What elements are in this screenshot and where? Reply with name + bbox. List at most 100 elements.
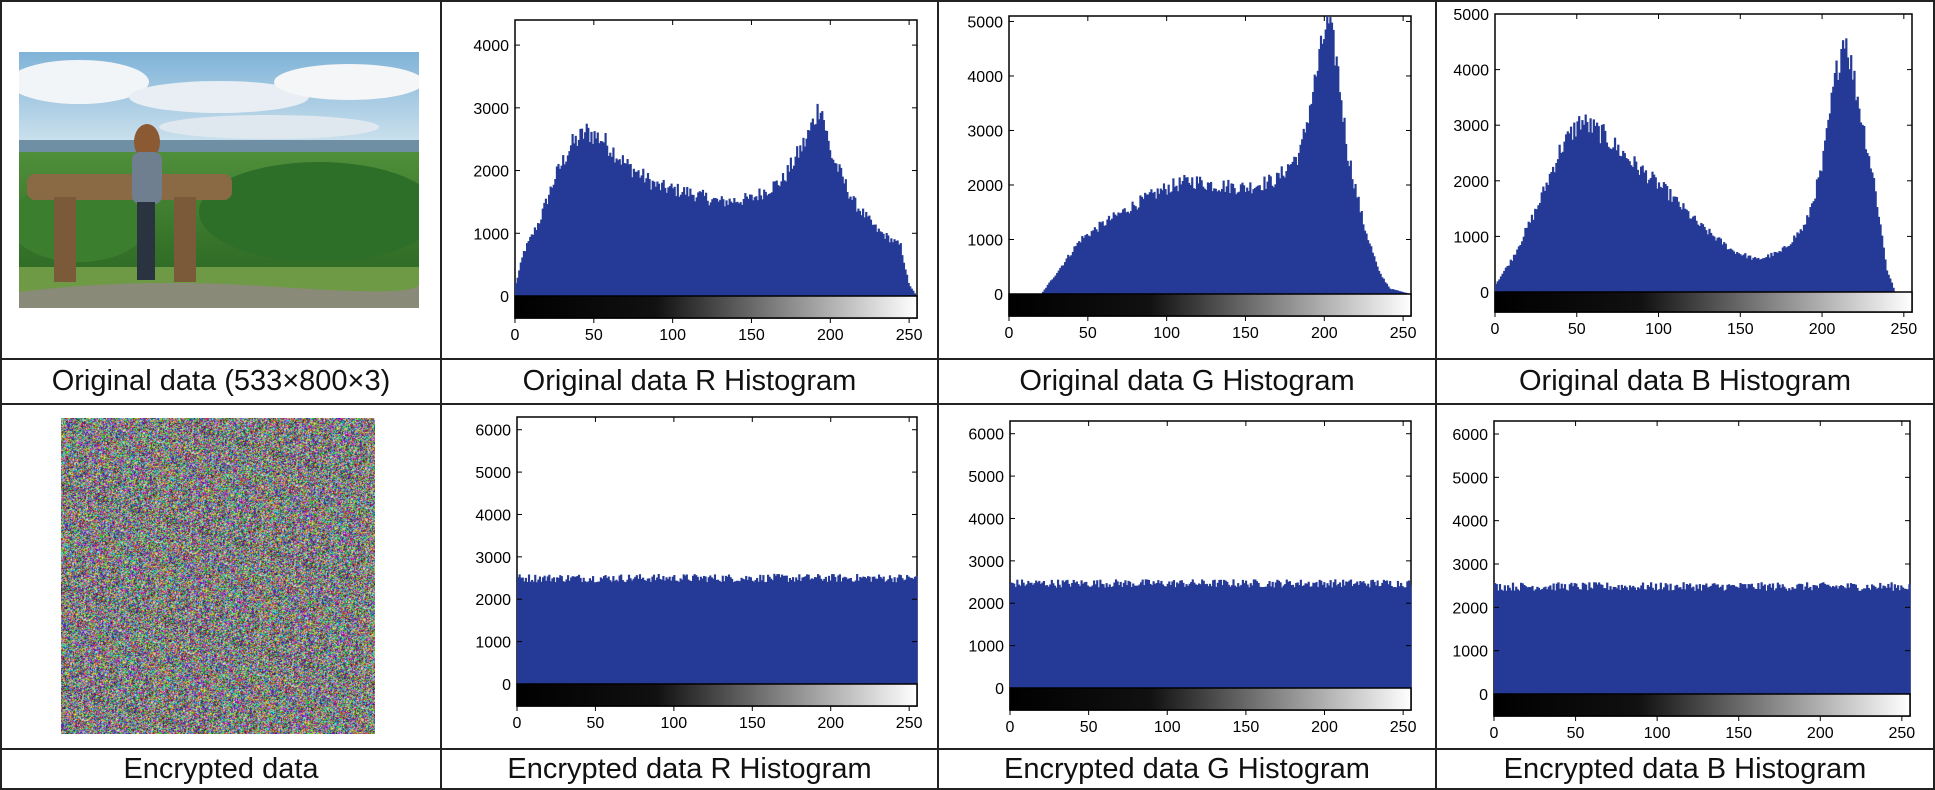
histogram-bar xyxy=(882,576,885,684)
histogram-bar xyxy=(651,180,654,296)
histogram-bar xyxy=(717,201,720,296)
histogram-bar xyxy=(604,132,607,296)
histogram-bar xyxy=(1257,185,1260,294)
histogram-bar xyxy=(1401,586,1404,688)
histogram-bar xyxy=(1117,212,1120,294)
histogram-bar xyxy=(715,579,718,684)
histogram-bar xyxy=(524,577,527,684)
histogram-bar xyxy=(555,166,558,296)
histogram-bar xyxy=(1683,208,1687,292)
histogram-bar xyxy=(1043,289,1046,294)
histogram-bar xyxy=(538,223,541,296)
histogram-bar xyxy=(822,120,825,297)
histogram-bar xyxy=(733,198,736,296)
grid-line-v1 xyxy=(440,0,442,790)
histogram-bar xyxy=(1788,245,1791,292)
y-tick-label: 1000 xyxy=(968,639,1004,656)
histogram-bar xyxy=(1721,244,1724,292)
histogram-bar xyxy=(890,238,893,296)
histogram-bar xyxy=(1152,581,1155,688)
histogram-bar xyxy=(1093,580,1096,688)
histogram-bar xyxy=(1508,265,1511,292)
x-tick-label: 200 xyxy=(1809,321,1836,338)
histogram-bar xyxy=(1554,590,1557,694)
histogram-bar xyxy=(1239,184,1243,294)
histogram-bar xyxy=(527,574,531,684)
histogram-bar xyxy=(618,575,621,684)
histogram-bar xyxy=(1622,588,1625,694)
histogram-bar xyxy=(615,579,618,684)
histogram-bar xyxy=(1053,585,1057,688)
histogram-bar xyxy=(540,581,543,684)
histogram-bar xyxy=(1345,581,1348,688)
histogram-bar xyxy=(1031,584,1035,688)
histogram-bar xyxy=(795,577,798,684)
histogram-bar xyxy=(720,196,723,296)
histogram-bar xyxy=(735,580,738,684)
histogram-bar xyxy=(794,156,797,296)
histogram-bar xyxy=(1908,584,1911,694)
histogram-bar xyxy=(1679,207,1682,292)
histogram-bar xyxy=(1812,201,1815,292)
histogram-bar xyxy=(657,574,660,684)
histogram-bar xyxy=(1714,240,1718,292)
histogram-bar xyxy=(579,128,582,296)
histogram-bar xyxy=(1315,76,1318,294)
histogram-bar xyxy=(1326,583,1329,688)
histogram-bar xyxy=(780,181,783,296)
histogram-bar xyxy=(1876,207,1879,292)
histogram-bar xyxy=(1814,198,1817,292)
histogram-bar xyxy=(1307,581,1310,688)
histogram-bar xyxy=(1249,583,1252,688)
histogram-bar xyxy=(1815,179,1819,292)
histogram-bar xyxy=(753,197,756,296)
histogram-bar xyxy=(892,582,895,684)
histogram-bar xyxy=(688,580,692,684)
histogram-bar xyxy=(1762,585,1765,694)
histogram-bar xyxy=(701,578,704,684)
histogram-bar xyxy=(840,167,843,296)
histogram-bar xyxy=(1780,251,1783,292)
histogram-bar xyxy=(1561,151,1565,292)
x-tick-label: 50 xyxy=(587,715,605,732)
histogram-bar xyxy=(857,208,860,296)
histogram-bar xyxy=(1848,69,1851,292)
histogram-bar xyxy=(1687,584,1690,694)
histogram-bar xyxy=(1382,278,1385,294)
histogram-bar xyxy=(1776,582,1779,694)
histogram-bar xyxy=(1042,580,1046,688)
histogram-bar xyxy=(718,580,721,684)
histogram-bar xyxy=(806,574,809,684)
histogram-bar xyxy=(588,142,591,296)
histogram-bar xyxy=(1542,587,1545,694)
histogram-bar xyxy=(1112,212,1115,294)
histogram-bar xyxy=(1701,224,1705,292)
histogram-bar xyxy=(1628,161,1631,292)
histogram-bar xyxy=(1887,274,1890,292)
histogram-bar xyxy=(1240,584,1243,688)
histogram-bar xyxy=(1010,582,1013,688)
histogram-bar xyxy=(525,243,529,296)
histogram-bar xyxy=(888,575,892,684)
x-tick-label: 50 xyxy=(585,327,603,344)
histogram-bar xyxy=(1061,580,1064,688)
histogram-bar xyxy=(1211,191,1214,294)
caption-encrypted-r: Encrypted data R Histogram xyxy=(507,752,872,785)
histogram-bar xyxy=(1565,589,1568,694)
histogram-bar xyxy=(681,191,684,296)
histogram-bar xyxy=(552,577,556,684)
photo-person-legs xyxy=(137,202,155,280)
histogram-bar xyxy=(1727,249,1731,292)
histogram-bar xyxy=(1352,188,1356,294)
histogram-bar xyxy=(1529,222,1532,292)
histogram-bar xyxy=(645,581,648,684)
histogram-bar xyxy=(1809,586,1812,694)
histogram-bar xyxy=(1164,189,1167,294)
histogram-bar xyxy=(1266,583,1270,688)
histogram-bar xyxy=(656,181,659,296)
histogram-bar xyxy=(812,579,815,684)
histogram-bar xyxy=(802,577,806,684)
histogram-bar xyxy=(1758,259,1762,292)
histogram-bar xyxy=(1695,220,1698,292)
histogram-bar xyxy=(1049,280,1052,294)
